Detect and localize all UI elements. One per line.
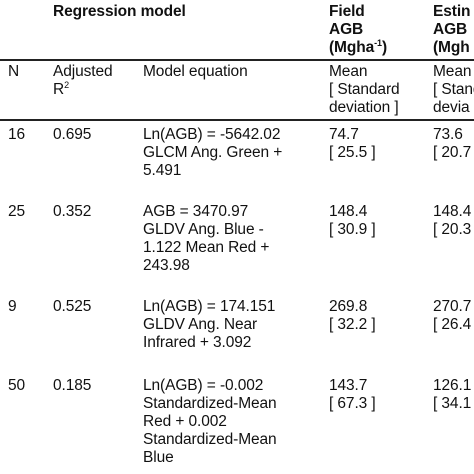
row-1-eq-line1: Ln(AGB) = -5642.02 (143, 126, 281, 143)
header-field-line2: AGB (329, 21, 364, 38)
row-1-eq-line3: 5.491 (143, 162, 182, 179)
row-3-n: 9 (8, 298, 17, 315)
row-4-eq-line4: Standardized-Mean (143, 431, 277, 448)
row-3-field-sd: [ 32.2 ] (329, 316, 376, 333)
row-1-field-mean: 74.7 (329, 126, 359, 143)
row-2-n: 25 (8, 203, 26, 220)
subheader-r2: R2 (53, 79, 69, 98)
row-4-eq-line3: Red + 0.002 (143, 413, 227, 430)
row-3-est-sd: [ 26.4 (433, 316, 472, 333)
row-1-n: 16 (8, 126, 26, 143)
row-1-est-sd: [ 20.7 (433, 144, 472, 161)
row-4-n: 50 (8, 377, 26, 394)
header-estimated-line3: (Mgh (433, 39, 470, 56)
row-2-eq-line3: 1.122 Mean Red + (143, 239, 270, 256)
subheader-rule (0, 119, 474, 121)
subheader-adjusted: Adjusted (53, 63, 113, 80)
subheader-field-sd2: deviation ] (329, 99, 399, 116)
row-1-eq-line2: GLCM Ang. Green + (143, 144, 283, 161)
row-3-est-mean: 270.7 (433, 298, 472, 315)
row-2-eq-line4: 243.98 (143, 257, 190, 274)
row-3-eq-line1: Ln(AGB) = 174.151 (143, 298, 276, 315)
row-2-field-sd: [ 30.9 ] (329, 221, 376, 238)
subheader-model-equation: Model equation (143, 63, 248, 80)
row-3-eq-line3: Infrared + 3.092 (143, 334, 252, 351)
row-4-eq-line5: Blue (143, 449, 174, 466)
row-3-r2: 0.525 (53, 298, 92, 315)
row-3-eq-line2: GLDV Ang. Near (143, 316, 258, 333)
row-4-eq-line2: Standardized-Mean (143, 395, 277, 412)
header-field-line1: Field (329, 3, 365, 20)
header-regression-model: Regression model (53, 3, 186, 20)
subheader-est-sd2: devia (433, 99, 470, 116)
subheader-est-sd1: [ Stand (433, 81, 474, 98)
row-4-est-mean: 126.1 (433, 377, 472, 394)
header-estimated-line2: AGB (433, 21, 468, 38)
row-4-field-mean: 143.7 (329, 377, 368, 394)
row-1-field-sd: [ 25.5 ] (329, 144, 376, 161)
subheader-field-mean: Mean (329, 63, 368, 80)
row-4-eq-line1: Ln(AGB) = -0.002 (143, 377, 264, 394)
row-2-eq-line2: GLDV Ang. Blue - (143, 221, 264, 238)
header-estimated-line1: Estin (433, 3, 471, 20)
row-4-r2: 0.185 (53, 377, 92, 394)
row-2-field-mean: 148.4 (329, 203, 368, 220)
header-rule (0, 59, 474, 61)
row-3-field-mean: 269.8 (329, 298, 368, 315)
row-2-est-sd: [ 20.3 (433, 221, 472, 238)
row-4-est-sd: [ 34.1 (433, 395, 472, 412)
row-1-r2: 0.695 (53, 126, 92, 143)
header-field-line3: (Mgha-1) (329, 37, 388, 56)
row-2-r2: 0.352 (53, 203, 92, 220)
row-2-eq-line1: AGB = 3470.97 (143, 203, 249, 220)
subheader-n: N (8, 63, 20, 80)
row-4-field-sd: [ 67.3 ] (329, 395, 376, 412)
row-1-est-mean: 73.6 (433, 126, 463, 143)
row-2-est-mean: 148.4 (433, 203, 472, 220)
subheader-est-mean: Mean (433, 63, 472, 80)
subheader-field-sd1: [ Standard (329, 81, 400, 98)
